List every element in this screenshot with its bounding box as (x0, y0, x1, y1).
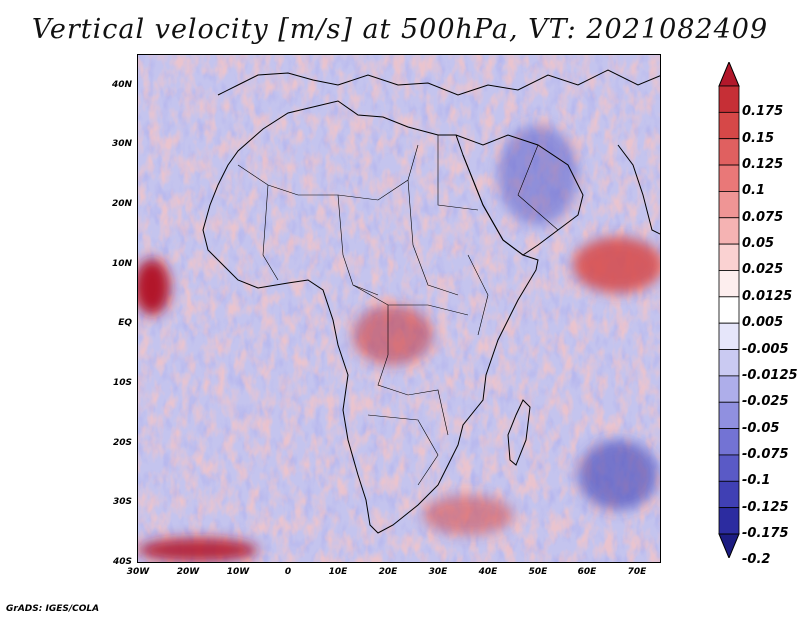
colorbar-bin (718, 217, 740, 245)
colorbar-label: 0.1 (742, 183, 766, 199)
lon-label: 10E (328, 567, 348, 577)
colorbar-label: -0.2 (742, 552, 771, 568)
colorbar-label: -0.05 (742, 420, 780, 436)
lat-label: 40N (111, 80, 132, 90)
colorbar-label: 0.15 (742, 130, 775, 146)
lon-label: 50E (528, 567, 548, 577)
colorbar-bin (718, 375, 740, 403)
patch-congo-positive (353, 305, 433, 365)
lon-label: 20E (378, 567, 398, 577)
lat-label: 10N (111, 259, 132, 269)
vertical-velocity-field (138, 55, 660, 562)
lon-label: 30W (126, 567, 150, 577)
patch-south-atlantic-positive (138, 538, 258, 562)
colorbar-bin (718, 507, 740, 535)
colorbar-label: 0.075 (742, 209, 784, 225)
madagascar-coastline (507, 399, 531, 466)
lat-label: 20S (112, 438, 132, 448)
lat-label: 10S (112, 378, 132, 388)
border-arabia (517, 144, 559, 231)
colorbar-max-arrow (718, 62, 740, 87)
colorbar-label: -0.005 (742, 341, 789, 357)
colorbar-bin (718, 243, 740, 271)
colorbar-bin (718, 85, 740, 113)
colorbar-label: 0.0125 (742, 288, 793, 304)
lon-label: 70E (627, 567, 647, 577)
border-chad-sudan (407, 179, 459, 296)
colorbar-bin (718, 428, 740, 456)
grads-credit: GrADS: IGES/COLA (6, 604, 100, 614)
lon-label: 60E (577, 567, 597, 577)
colorbar-bin (718, 480, 740, 509)
africa-coastline (202, 100, 539, 534)
lat-label: 30N (111, 139, 132, 149)
patch-arabian-sea-positive (573, 237, 660, 293)
border-central-belt (352, 284, 469, 316)
europe-coastline (217, 69, 660, 96)
lon-label: 0 (284, 567, 292, 577)
lat-label: 30S (112, 497, 132, 507)
colorbar-label: 0.025 (742, 262, 784, 278)
india-coastline (617, 144, 660, 235)
colorbar-bin (718, 401, 740, 429)
colorbar-bin (718, 454, 740, 482)
lon-label: 30E (428, 567, 448, 577)
colorbar-bin (718, 138, 740, 166)
patch-arabia-negative (498, 125, 578, 225)
colorbar-bin (718, 296, 740, 324)
lon-label: 20W (176, 567, 200, 577)
country-borders (237, 135, 559, 486)
lat-label: EQ (118, 318, 132, 328)
colorbar-bin (718, 270, 740, 298)
colorbar-label: -0.175 (742, 526, 789, 541)
colorbar-label: -0.0125 (742, 367, 798, 383)
lat-label: 40S (112, 557, 132, 567)
patch-indian-ocean-negative (578, 440, 658, 510)
colorbar (718, 62, 740, 558)
border-egypt-sudan (437, 135, 479, 211)
colorbar-label: -0.025 (742, 394, 789, 410)
colorbar-label: 0.005 (742, 315, 784, 331)
field-patches (138, 125, 660, 562)
colorbar-label: -0.125 (742, 499, 789, 515)
colorbar-bin (718, 322, 740, 350)
patch-atlantic-positive (138, 259, 170, 315)
colorbar-label: 0.175 (742, 104, 784, 120)
arabia-coastline (455, 134, 584, 256)
lon-label: 40E (478, 567, 498, 577)
border-southern-africa (367, 414, 439, 486)
colorbar-min-arrow (718, 533, 740, 558)
coastlines (202, 69, 660, 534)
colorbar-label: 0.05 (742, 236, 775, 252)
border-niger-nigeria (337, 194, 379, 296)
lat-label: 20N (111, 199, 132, 209)
colorbar-bin (718, 111, 740, 140)
colorbar-bin (718, 349, 740, 377)
colorbar-label: 0.125 (742, 157, 784, 173)
chart-title: Vertical velocity [m/s] at 500hPa, VT: 2… (31, 14, 769, 45)
colorbar-bin (718, 191, 740, 219)
map-panel (137, 54, 661, 563)
border-congo-basin (377, 305, 449, 436)
patch-south-africa-positive (423, 495, 513, 535)
colorbar-bin (718, 164, 740, 192)
border-mauritania-mali (262, 184, 279, 281)
lon-label: 10W (226, 567, 250, 577)
colorbar-label: -0.1 (742, 473, 771, 489)
border-east-africa (467, 254, 489, 336)
colorbar-label: -0.075 (742, 446, 789, 462)
